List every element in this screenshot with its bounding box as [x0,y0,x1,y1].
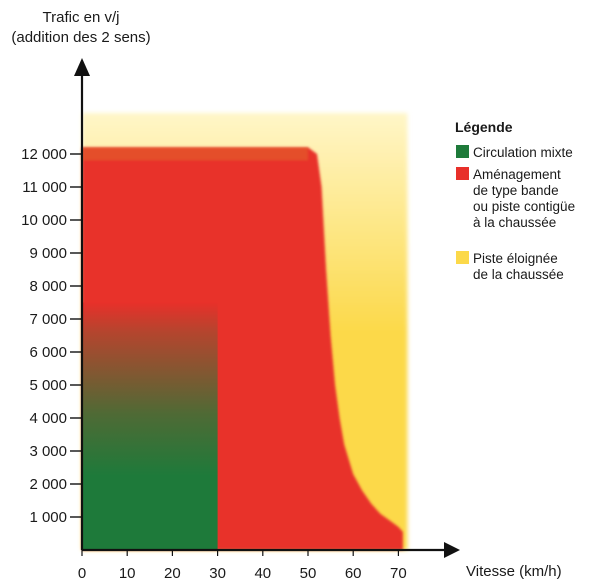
x-tick-label: 20 [164,565,181,582]
region-circulation-mixte [82,302,218,550]
y-tick-label: 9 000 [29,245,67,262]
legend-swatch-piste [456,251,469,264]
y-axis-label-line1: Trafic en v/j [43,9,120,26]
x-tick-label: 50 [300,565,317,582]
y-tick-label: 8 000 [29,278,67,295]
x-tick-label: 30 [209,565,226,582]
legend-title: Légende [455,119,513,135]
y-tick-label: 2 000 [29,476,67,493]
legend-swatch-mixte [456,145,469,158]
x-tick-label: 0 [78,565,86,582]
legend-label-bande: ou piste contigüe [473,199,575,214]
legend-label-bande: à la chaussée [473,215,556,230]
x-tick-label: 60 [345,565,362,582]
x-tick-label: 40 [254,565,271,582]
y-tick-label: 10 000 [21,212,67,229]
y-tick-label: 11 000 [22,179,67,196]
x-axis-arrow [444,542,460,558]
region-bande-top-band [82,147,308,161]
legend-swatch-bande [456,167,469,180]
y-tick-label: 12 000 [21,146,67,163]
y-tick-label: 5 000 [29,377,67,394]
x-tick-label: 70 [390,565,407,582]
x-axis-label: Vitesse (km/h) [466,563,562,580]
x-tick-label: 10 [119,565,136,582]
y-tick-label: 6 000 [29,344,67,361]
legend-label-mixte: Circulation mixte [473,145,573,160]
y-tick-label: 7 000 [29,311,67,328]
legend-label-piste: de la chaussée [473,267,564,282]
legend-label-bande: Aménagement [473,167,561,182]
y-axis-label-line2: (addition des 2 sens) [11,29,150,46]
y-axis-arrow [74,58,90,76]
y-tick-label: 1 000 [29,509,67,526]
legend-label-bande: de type bande [473,183,559,198]
y-tick-label: 3 000 [29,443,67,460]
legend-label-piste: Piste éloignée [473,251,558,266]
y-tick-label: 4 000 [29,410,67,427]
